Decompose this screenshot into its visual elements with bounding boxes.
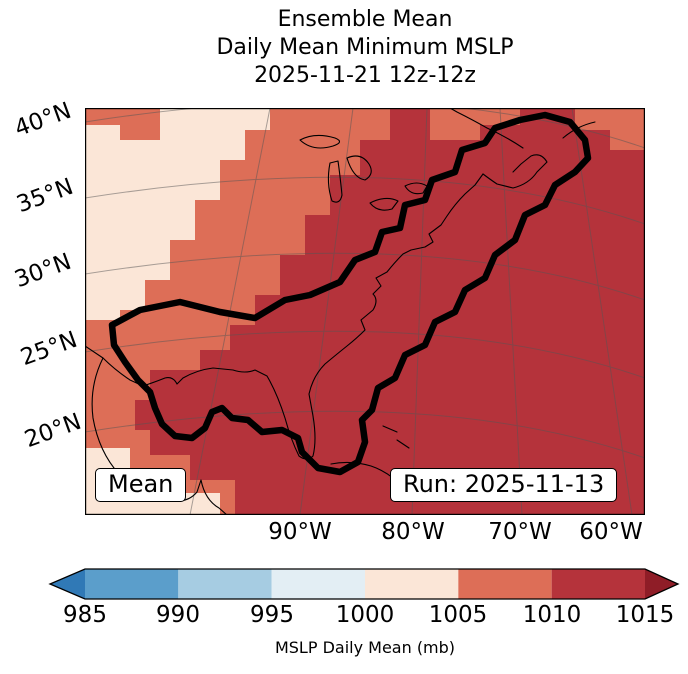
colorbar-arrow-left bbox=[50, 569, 85, 599]
lat-tick-20n: 20°N bbox=[21, 408, 85, 454]
colorbar-label: MSLP Daily Mean (mb) bbox=[274, 638, 456, 657]
title-line-3: 2025-11-21 12z-12z bbox=[254, 63, 476, 88]
coastlines bbox=[84, 107, 596, 516]
lon-tick-80w: 80°W bbox=[381, 519, 445, 545]
colorbar-seg-995-1000 bbox=[271, 569, 365, 599]
lake-huron bbox=[346, 155, 372, 181]
lake-michigan bbox=[327, 160, 343, 203]
lake-erie bbox=[369, 197, 399, 211]
axes-frame bbox=[85, 108, 645, 515]
colorbar-seg-1000-1005 bbox=[365, 569, 459, 599]
meridian-80w bbox=[411, 107, 428, 516]
map-axes bbox=[84, 100, 646, 516]
cb-tick-1015: 1015 bbox=[615, 602, 675, 628]
cb-tick-990: 990 bbox=[156, 602, 200, 628]
coastline-bahamas bbox=[382, 425, 410, 449]
parallel-25n bbox=[84, 330, 646, 379]
colorbar-arrow-right bbox=[645, 569, 678, 599]
cb-tick-1000: 1000 bbox=[335, 602, 395, 628]
meridian-90w bbox=[299, 107, 354, 516]
lake-ontario bbox=[404, 182, 428, 195]
fill-patch-1005-1010-topright bbox=[575, 108, 645, 150]
colorbar bbox=[48, 568, 680, 600]
mslp-map bbox=[84, 100, 646, 516]
colorbar-seg-1005-1010 bbox=[458, 569, 552, 599]
cb-tick-985: 985 bbox=[63, 602, 107, 628]
title-line-1: Ensemble Mean bbox=[277, 7, 453, 32]
highlight-contour bbox=[108, 111, 592, 476]
parallel-20n bbox=[84, 410, 646, 459]
lat-tick-30n: 30°N bbox=[11, 248, 75, 294]
title-line-2: Daily Mean Minimum MSLP bbox=[216, 35, 514, 60]
colorbar-seg-990-995 bbox=[178, 569, 272, 599]
fill-patch-1005-1010-topmid bbox=[430, 108, 520, 140]
cb-tick-995: 995 bbox=[250, 602, 294, 628]
meridian-70w bbox=[499, 107, 523, 516]
lake-superior bbox=[299, 134, 341, 149]
lon-tick-70w: 70°W bbox=[488, 519, 552, 545]
coastline-cuba bbox=[330, 461, 394, 479]
cb-tick-1005: 1005 bbox=[428, 602, 488, 628]
fill-patch-1005-1010-topleft bbox=[85, 108, 160, 140]
colorbar-seg-1010-1015 bbox=[551, 569, 645, 599]
lat-tick-35n: 35°N bbox=[13, 173, 77, 219]
meridian-60w bbox=[571, 107, 633, 516]
cb-tick-1010: 1010 bbox=[522, 602, 582, 628]
lon-tick-60w: 60°W bbox=[579, 519, 643, 545]
colorbar-seg-985-990 bbox=[85, 569, 179, 599]
coastline-gulf-atlantic bbox=[84, 173, 484, 460]
run-box: Run: 2025-11-13 bbox=[390, 468, 618, 502]
lon-tick-90w: 90°W bbox=[268, 519, 332, 545]
coastline-st-lawrence bbox=[449, 107, 524, 149]
colorbar-outline bbox=[48, 568, 680, 600]
coastline-nova-scotia bbox=[482, 154, 548, 189]
lat-tick-25n: 25°N bbox=[17, 326, 81, 372]
lat-tick-40n: 40°N bbox=[11, 97, 75, 143]
mean-box: Mean bbox=[95, 468, 187, 502]
parallel-35n bbox=[84, 176, 646, 225]
parallel-30n bbox=[84, 252, 646, 301]
